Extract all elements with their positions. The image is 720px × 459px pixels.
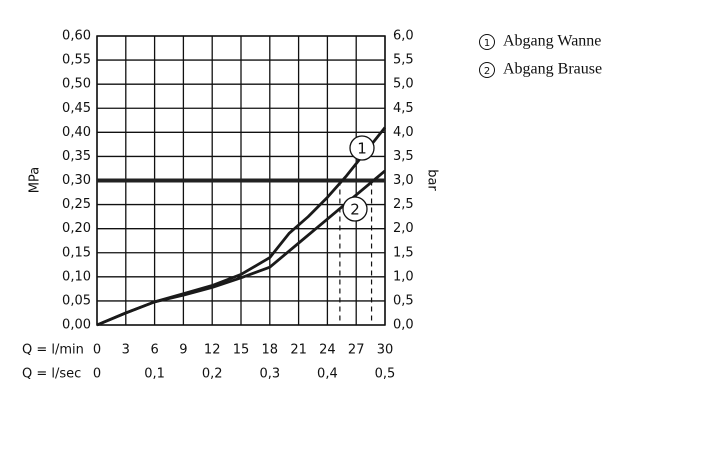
y2-tick-label: 0,5 <box>393 293 414 308</box>
legend-badge <box>479 34 495 50</box>
y-tick-label: 0,20 <box>62 221 91 236</box>
y2-tick-label: 5,0 <box>393 77 414 92</box>
y-tick-label: 0,10 <box>62 269 91 284</box>
y2-tick-label: 2,0 <box>393 221 414 236</box>
x2-tick-label: 0,1 <box>144 367 165 382</box>
x-tick-label: 0 <box>93 343 101 358</box>
series-line <box>96 169 386 327</box>
y-tick-label: 0,00 <box>62 318 91 333</box>
curve-label: 1 <box>357 140 367 158</box>
x2-tick-label: 0,4 <box>317 367 338 382</box>
y2-axis-label: bar <box>425 169 440 191</box>
y2-tick-label: 4,0 <box>393 125 414 140</box>
x2-axis-label: Q = l/sec <box>22 367 81 382</box>
curve-badge <box>349 135 375 161</box>
x2-tick-label: 0,3 <box>259 367 280 382</box>
y-tick-label: 0,15 <box>62 245 91 260</box>
x-tick-label: 9 <box>179 343 187 358</box>
y2-tick-label: 1,5 <box>393 245 414 260</box>
x-tick-label: 21 <box>290 343 307 358</box>
y-tick-label: 0,45 <box>62 101 91 116</box>
legend-number: 1 <box>484 38 490 49</box>
y-tick-label: 0,35 <box>62 149 91 164</box>
legend-label: Abgang Wanne <box>503 33 601 50</box>
y2-tick-label: 3,5 <box>393 149 414 164</box>
x2-tick-label: 0 <box>93 367 101 382</box>
legend-label: Abgang Brause <box>503 61 602 78</box>
x-axis-label: Q = l/min <box>22 343 84 358</box>
curve-badge <box>342 196 368 222</box>
y-tick-label: 0,30 <box>62 173 91 188</box>
y-tick-label: 0,55 <box>62 53 91 68</box>
x-tick-label: 18 <box>262 343 279 358</box>
y2-tick-label: 6,0 <box>393 29 414 44</box>
y-tick-label: 0,50 <box>62 77 91 92</box>
x-tick-label: 12 <box>204 343 221 358</box>
legend-number: 2 <box>484 66 490 77</box>
x-tick-label: 27 <box>348 343 365 358</box>
x2-tick-label: 0,2 <box>202 367 223 382</box>
y-tick-label: 0,40 <box>62 125 91 140</box>
x2-tick-label: 0,5 <box>375 367 396 382</box>
y2-tick-label: 0,0 <box>393 318 414 333</box>
curve-label: 2 <box>350 201 360 219</box>
legend-badge <box>479 62 495 78</box>
y2-tick-label: 1,0 <box>393 269 414 284</box>
y2-tick-label: 4,5 <box>393 101 414 116</box>
y-tick-label: 0,05 <box>62 293 91 308</box>
y-tick-label: 0,60 <box>62 29 91 44</box>
x-tick-label: 6 <box>150 343 158 358</box>
y2-tick-label: 5,5 <box>393 53 414 68</box>
x-tick-label: 30 <box>377 343 394 358</box>
x-tick-label: 15 <box>233 343 250 358</box>
x-tick-label: 24 <box>319 343 336 358</box>
x-tick-label: 3 <box>122 343 130 358</box>
y-tick-label: 0,25 <box>62 197 91 212</box>
y2-tick-label: 3,0 <box>393 173 414 188</box>
y-axis-label: MPa <box>28 167 43 193</box>
y2-tick-label: 2,5 <box>393 197 414 212</box>
